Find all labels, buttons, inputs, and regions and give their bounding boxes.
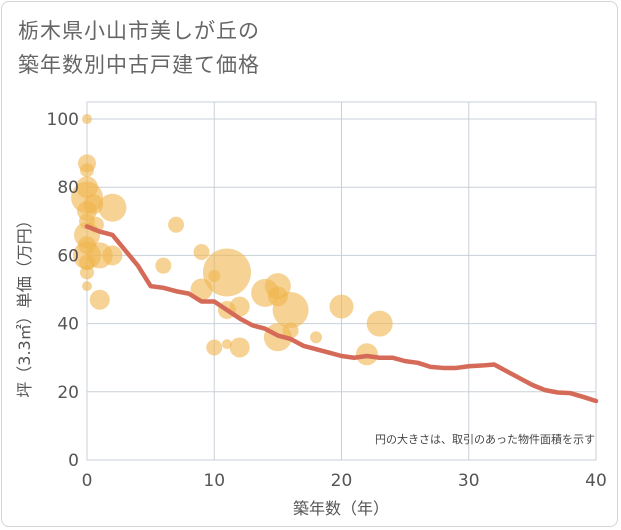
bubble-point — [102, 245, 123, 266]
bubble-point — [272, 291, 309, 328]
x-tick-label: 10 — [203, 471, 225, 491]
title-line-1: 栃木県小山市美しが丘の — [18, 19, 260, 43]
y-tick-label: 80 — [57, 178, 79, 198]
bubble-point — [202, 248, 251, 297]
title-line-2: 築年数別中古戸建て価格 — [18, 53, 260, 77]
gridlines — [86, 101, 597, 461]
bubble-series — [71, 114, 393, 366]
y-tick-label: 60 — [57, 246, 79, 266]
bubble-point — [206, 339, 223, 356]
bubble-point — [168, 216, 185, 233]
bubble-point — [193, 244, 210, 261]
bubble-point — [221, 339, 232, 350]
bubble-point — [82, 281, 92, 292]
bubble-point — [310, 331, 323, 344]
bubble-point — [366, 310, 393, 337]
bubble-point — [329, 294, 354, 319]
trend-line-series — [84, 224, 599, 404]
y-tick-label: 20 — [57, 383, 79, 403]
y-tick-label: 100 — [47, 110, 79, 130]
y-axis-label: 坪（3.3㎡）単価（万円） — [15, 212, 34, 397]
bubble-point — [83, 194, 104, 215]
bubble-point — [229, 337, 250, 358]
chart-title: 栃木県小山市美しが丘の 築年数別中古戸建て価格 — [18, 14, 438, 82]
trend-line — [84, 224, 599, 404]
y-tick-label: 40 — [57, 315, 79, 335]
bubble-point — [98, 193, 127, 222]
bubble-point — [89, 289, 110, 310]
bubble-point — [155, 257, 172, 274]
x-tick-label: 40 — [585, 471, 607, 491]
bubble-point — [82, 114, 92, 125]
x-tick-label: 30 — [458, 471, 480, 491]
axis-ticks: 0 10 20 30 40 0 20 40 60 80 100 — [47, 110, 607, 491]
x-axis-label: 築年数（年） — [293, 499, 389, 518]
bubble-point — [282, 322, 299, 339]
y-tick-label: 0 — [68, 451, 79, 471]
x-tick-label: 0 — [82, 471, 93, 491]
bubble-point — [80, 265, 94, 280]
x-tick-label: 20 — [331, 471, 353, 491]
bubble-point — [229, 296, 250, 317]
size-note: 円の大きさは、取引のあった物件面積を示す — [375, 432, 595, 446]
bubble-point — [80, 163, 94, 178]
